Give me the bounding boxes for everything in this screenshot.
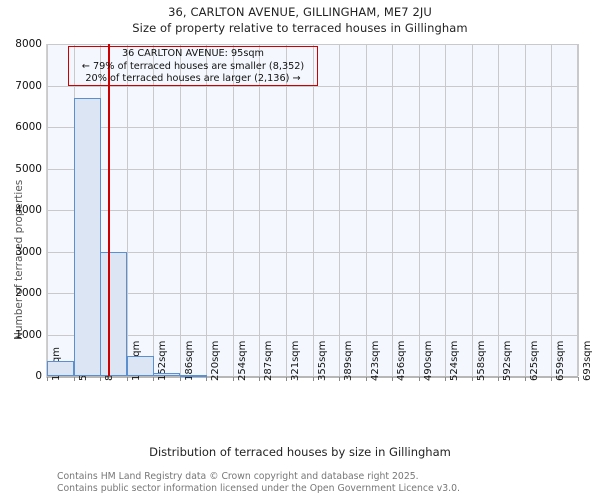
property-marker-line	[108, 44, 110, 376]
x-axis-tick-mark	[47, 377, 48, 381]
y-axis-tick-label: 5000	[15, 162, 42, 175]
x-axis-tick-label: 220sqm	[210, 340, 221, 381]
x-axis-tick-label: 558sqm	[476, 340, 487, 381]
x-axis-tick-mark	[153, 377, 154, 381]
y-axis-tick-label: 2000	[15, 287, 42, 299]
x-axis-tick-mark	[419, 377, 420, 381]
x-axis-tick-label: 321sqm	[290, 340, 301, 381]
gridline-vertical	[339, 44, 340, 376]
x-axis-tick-mark	[472, 377, 473, 381]
gridline-vertical	[153, 44, 154, 376]
x-axis-tick-label: 625sqm	[529, 340, 540, 381]
y-axis-tick-label: 3000	[15, 245, 42, 258]
gridline-vertical	[472, 44, 473, 376]
x-axis-tick-label: 490sqm	[423, 340, 434, 381]
annotation-line-3: 20% of terraced houses are larger (2,136…	[85, 73, 301, 84]
gridline-vertical	[498, 44, 499, 376]
gridline-vertical	[180, 44, 181, 376]
x-axis-tick-label: 456sqm	[396, 340, 407, 381]
x-axis-tick-mark	[445, 377, 446, 381]
x-axis-line	[47, 376, 578, 378]
gridline-horizontal	[47, 44, 578, 45]
gridline-vertical	[47, 44, 48, 376]
footer-line-1: Contains HM Land Registry data © Crown c…	[57, 471, 419, 482]
gridline-vertical	[551, 44, 552, 376]
bar	[47, 361, 74, 376]
gridline-horizontal	[47, 127, 578, 128]
y-axis-tick-label: 6000	[15, 121, 42, 133]
bar	[153, 372, 180, 376]
x-axis-tick-mark	[127, 377, 128, 381]
y-axis-line	[46, 44, 47, 378]
x-axis-tick-mark	[100, 377, 101, 381]
y-axis-tick-label: 8000	[15, 38, 42, 50]
x-axis-tick-mark	[339, 377, 340, 381]
annotation-box: 36 CARLTON AVENUE: 95sqm ← 79% of terrac…	[68, 46, 318, 86]
bar	[127, 356, 154, 376]
gridline-horizontal	[47, 210, 578, 211]
y-axis-tick-label: 4000	[15, 204, 42, 216]
x-axis-tick-mark	[578, 377, 579, 381]
gridline-horizontal	[47, 293, 578, 294]
x-axis-tick-label: 389sqm	[343, 340, 354, 381]
gridline-vertical	[286, 44, 287, 376]
gridline-horizontal	[47, 168, 578, 170]
x-axis-tick-label: 287sqm	[263, 340, 274, 381]
footer-attribution: Contains HM Land Registry data © Crown c…	[57, 471, 597, 494]
gridline-horizontal	[47, 334, 578, 336]
y-axis-labels: 0 1000 2000 3000 4000 5000 6000 7000 8000	[0, 0, 42, 500]
x-axis-tick-mark	[206, 377, 207, 381]
page-subtitle: Size of property relative to terraced ho…	[132, 21, 468, 35]
annotation-line-1: 36 CARLTON AVENUE: 95sqm	[122, 48, 264, 59]
x-axis-tick-mark	[551, 377, 552, 381]
gridline-vertical	[313, 44, 314, 376]
x-axis-tick-mark	[366, 377, 367, 381]
x-axis-tick-mark	[498, 377, 499, 381]
x-axis-tick-label: 659sqm	[555, 340, 566, 381]
x-axis-tick-label: 693sqm	[582, 340, 593, 381]
page-title: 36, CARLTON AVENUE, GILLINGHAM, ME7 2JU	[168, 5, 432, 19]
y-axis-tick-label: 7000	[15, 79, 42, 92]
x-axis-tick-label: 423sqm	[370, 340, 381, 381]
x-axis-tick-mark	[525, 377, 526, 381]
gridline-vertical	[233, 44, 234, 376]
footer-line-2: Contains public sector information licen…	[57, 482, 460, 494]
gridline-horizontal	[47, 85, 578, 87]
x-axis-tick-mark	[233, 377, 234, 381]
x-axis-tick-mark	[286, 377, 287, 381]
gridline-vertical	[259, 44, 260, 376]
gridline-vertical	[366, 44, 367, 376]
bar	[180, 374, 207, 377]
bar	[100, 251, 127, 376]
annotation-line-2: ← 79% of terraced houses are smaller (8,…	[81, 60, 305, 72]
x-axis-tick-mark	[259, 377, 260, 381]
x-axis-tick-label: 592sqm	[502, 340, 513, 381]
x-axis-tick-label: 254sqm	[237, 340, 248, 381]
x-axis-tick-label: 355sqm	[317, 340, 328, 381]
x-axis-tick-label: 524sqm	[449, 340, 460, 381]
gridline-vertical	[392, 44, 393, 376]
gridline-vertical	[525, 44, 526, 376]
gridline-vertical	[578, 44, 579, 376]
x-axis-tick-mark	[180, 377, 181, 381]
gridline-horizontal	[47, 251, 578, 253]
gridline-vertical	[445, 44, 446, 376]
y-axis-tick-label: 1000	[15, 328, 42, 341]
gridline-vertical	[419, 44, 420, 376]
x-axis-tick-mark	[313, 377, 314, 381]
x-axis-tick-mark	[392, 377, 393, 381]
plot-area	[47, 44, 579, 377]
gridline-vertical	[127, 44, 128, 376]
bar	[74, 97, 101, 376]
x-axis-title: Distribution of terraced houses by size …	[149, 445, 451, 459]
gridline-vertical	[206, 44, 207, 376]
y-axis-tick-label: 0	[35, 370, 42, 382]
x-axis-tick-mark	[74, 377, 75, 381]
